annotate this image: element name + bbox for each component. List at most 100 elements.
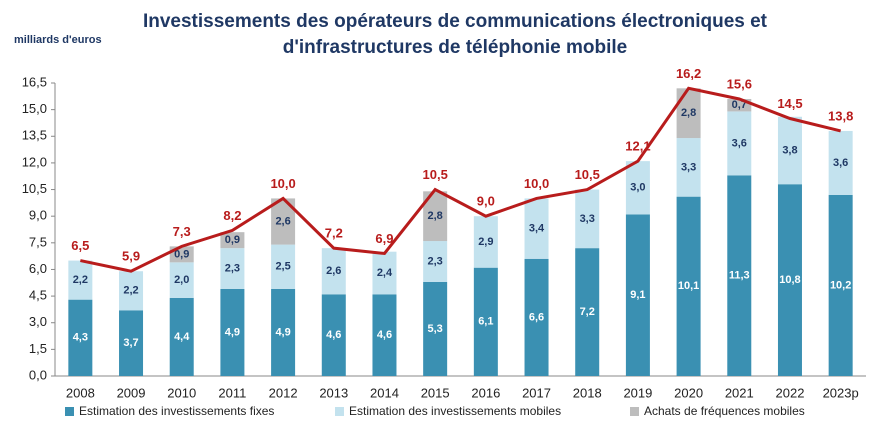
bar-segment: [676, 88, 701, 139]
legend-swatch: [630, 407, 639, 416]
x-tick-label: 2009: [117, 385, 146, 400]
bar-segment: [625, 214, 650, 376]
data-label: 6,9: [375, 231, 393, 246]
data-label: 3,6: [732, 137, 747, 149]
data-label: 10,5: [575, 167, 600, 182]
x-tick-label: 2023p: [823, 385, 859, 400]
x-tick-label: 2021: [725, 385, 754, 400]
x-tick-label: 2011: [218, 385, 246, 400]
y-tick-label: 16,5: [22, 74, 47, 89]
total-line: [80, 86, 842, 273]
bar-segment: [473, 216, 498, 268]
bar-segment: [169, 297, 194, 376]
y-tick-label: 0,0: [29, 367, 47, 382]
bar-segment: [119, 271, 144, 311]
data-label: 9,0: [477, 194, 495, 209]
bar-segment: [777, 184, 802, 376]
data-label: 2,2: [123, 285, 138, 297]
data-label: 10,0: [270, 176, 295, 191]
data-label: 2,8: [428, 210, 443, 222]
bar-segment: [119, 310, 144, 376]
x-tick-label: 2014: [370, 385, 399, 400]
data-label: 10,8: [779, 274, 800, 286]
data-label: 3,3: [681, 161, 696, 173]
bar-segment: [676, 196, 701, 376]
x-tick-label: 2020: [674, 385, 703, 400]
data-label: 14,5: [777, 96, 802, 111]
data-label: 10,2: [830, 279, 851, 291]
data-label: 3,8: [782, 144, 797, 156]
data-label: 5,9: [122, 249, 140, 264]
data-label: 9,1: [630, 289, 645, 301]
y-tick-label: 13,5: [22, 128, 47, 143]
bar-segment: [169, 262, 194, 298]
data-label: 0,9: [225, 234, 240, 246]
data-label: 2,4: [377, 267, 393, 279]
y-tick-label: 12,0: [22, 154, 47, 169]
bar-segment: [271, 288, 296, 376]
data-label: 2,0: [174, 274, 189, 286]
data-label: 2,5: [275, 261, 290, 273]
x-tick-label: 2013: [319, 385, 348, 400]
data-label: 10,5: [423, 167, 448, 182]
bar-segment: [220, 232, 245, 249]
legend-swatch: [335, 407, 344, 416]
x-tick-label: 2008: [66, 385, 95, 400]
bar-segment: [423, 241, 448, 282]
data-label: 6,5: [71, 238, 89, 253]
bar-segment: [575, 248, 600, 376]
legend-label: Estimation des investissements fixes: [79, 404, 274, 418]
x-tick-label: 2015: [421, 385, 450, 400]
data-label: 11,3: [729, 270, 750, 282]
bar-segment: [68, 260, 93, 300]
data-label: 3,0: [630, 182, 645, 194]
data-label: 4,6: [377, 329, 392, 341]
legend-swatch: [65, 407, 74, 416]
x-tick-label: 2018: [573, 385, 602, 400]
y-tick-label: 4,5: [29, 288, 47, 303]
data-label: 8,2: [223, 208, 241, 223]
bar-segment: [473, 267, 498, 376]
bar-segment: [321, 294, 346, 376]
bar-segment: [727, 111, 752, 176]
bar-segment: [220, 288, 245, 376]
data-label: 2,8: [681, 107, 696, 119]
data-label: 4,6: [326, 329, 341, 341]
data-label: 6,1: [478, 316, 493, 328]
data-label: 3,3: [580, 213, 595, 225]
bar-segment: [524, 198, 549, 259]
data-label: 4,9: [275, 326, 290, 338]
data-label: 10,1: [678, 280, 699, 292]
bar-segment: [220, 248, 245, 289]
y-axis-label: milliards d'euros: [14, 34, 102, 46]
data-label: 2,9: [478, 236, 493, 248]
bar-segment: [271, 244, 296, 289]
bar-segment: [676, 138, 701, 197]
x-tick-label: 2022: [776, 385, 805, 400]
y-tick-label: 3,0: [29, 314, 47, 329]
data-label: 7,2: [580, 306, 595, 318]
data-label: 6,6: [529, 311, 544, 323]
y-tick-label: 10,5: [22, 181, 47, 196]
data-label: 4,4: [174, 331, 190, 343]
y-tick-label: 15,0: [22, 101, 47, 116]
data-label: 4,3: [73, 332, 88, 344]
data-label: 15,6: [727, 76, 752, 91]
data-label: 7,2: [325, 226, 343, 241]
bar-segment: [727, 175, 752, 376]
data-label: 0,7: [732, 99, 747, 111]
data-label: 2,2: [73, 274, 88, 286]
bar-segment: [828, 130, 853, 195]
data-label: 3,7: [123, 337, 138, 349]
data-label: 5,3: [428, 323, 443, 335]
data-label: 0,9: [174, 248, 189, 260]
bar-segment: [575, 189, 600, 249]
bar-segment: [625, 161, 650, 215]
y-tick-label: 7,5: [29, 234, 47, 249]
data-label: 4,9: [225, 326, 240, 338]
data-label: 7,3: [173, 224, 191, 239]
x-tick-label: 2010: [167, 385, 196, 400]
data-label: 13,8: [828, 108, 853, 123]
bar-segment: [372, 294, 397, 376]
